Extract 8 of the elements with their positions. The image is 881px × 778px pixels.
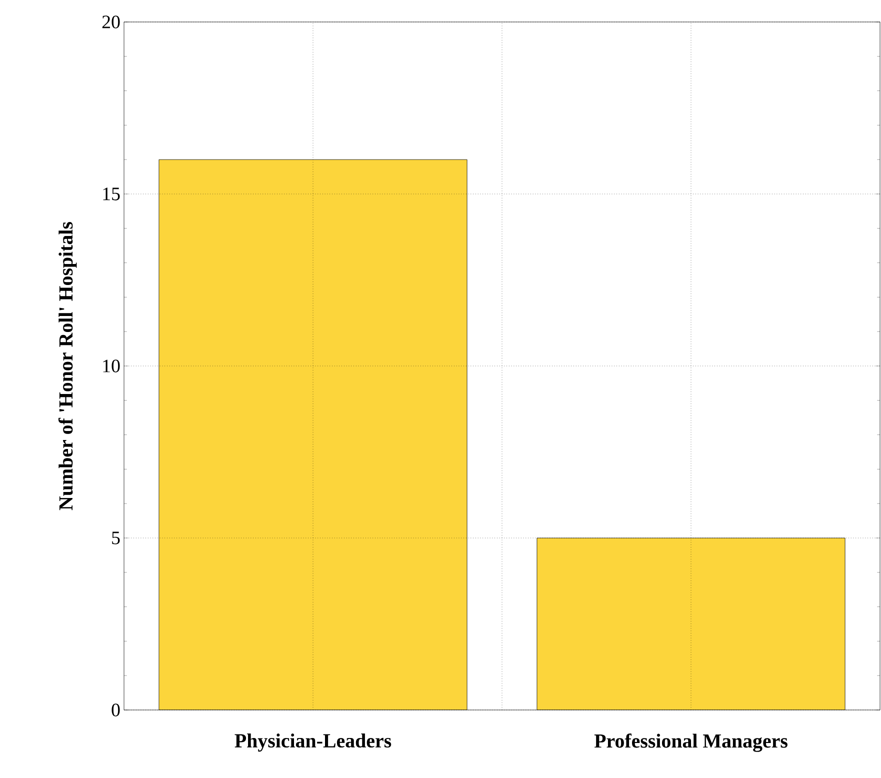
x-tick-label: Physician-Leaders [234, 734, 392, 752]
y-axis-title: Number of 'Honor Roll' Hospitals [58, 222, 77, 510]
x-tick-label: Professional Managers [594, 734, 788, 752]
y-tick-label: 20 [102, 16, 120, 28]
y-tick-label: 15 [103, 188, 120, 200]
y-tick-label: 5 [112, 532, 120, 544]
y-tick-label: 0 [112, 704, 120, 716]
y-tick-label: 10 [103, 360, 120, 372]
